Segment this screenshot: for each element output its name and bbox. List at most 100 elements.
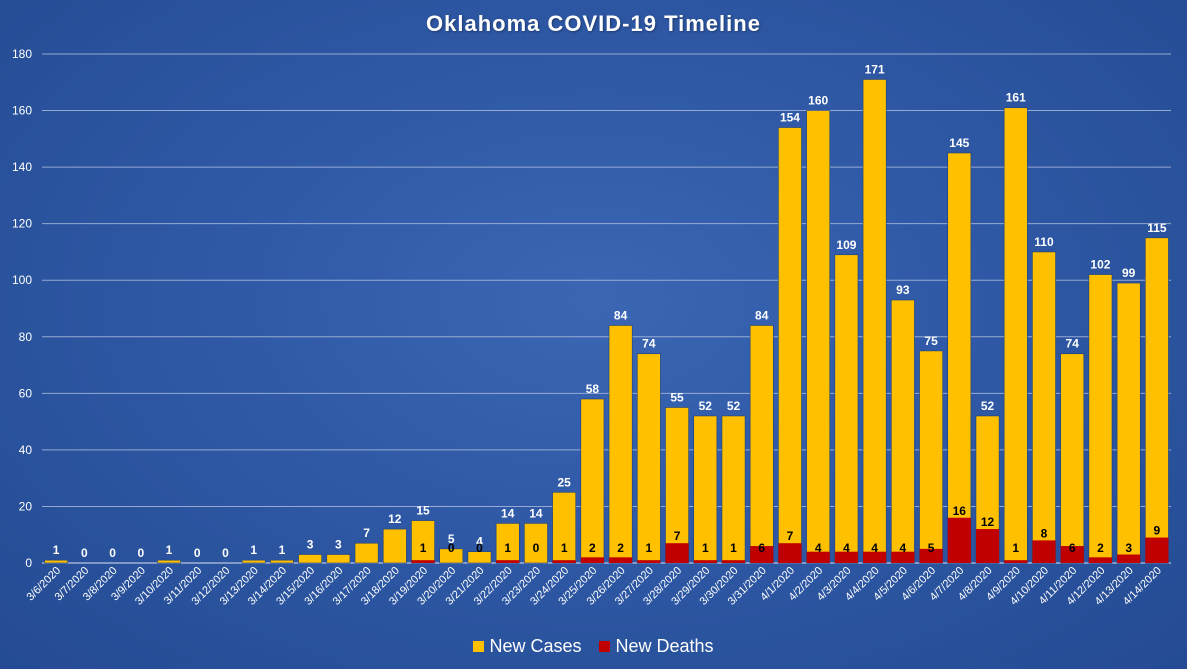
data-label-new-deaths: 1 <box>730 541 737 555</box>
data-label-new-cases: 0 <box>109 546 116 560</box>
bar-new-cases <box>890 299 915 564</box>
bar-new-cases <box>354 542 379 564</box>
data-label-new-deaths: 6 <box>1069 541 1076 555</box>
data-label-new-deaths: 4 <box>871 541 878 555</box>
data-label-new-cases: 3 <box>307 538 314 552</box>
bar-new-cases <box>1145 237 1169 564</box>
bar-new-deaths <box>947 517 971 563</box>
data-label-new-cases: 145 <box>949 136 969 150</box>
bar-new-deaths <box>609 557 633 563</box>
bar-new-cases <box>580 398 605 564</box>
data-label-new-cases: 84 <box>614 308 628 322</box>
bar-new-deaths <box>919 548 943 563</box>
bar-new-deaths <box>834 551 858 563</box>
bar-new-cases <box>947 152 972 564</box>
data-label-new-cases: 1 <box>166 543 173 557</box>
data-label-new-cases: 75 <box>924 334 938 348</box>
bar-new-deaths <box>496 560 520 563</box>
data-label-new-deaths: 9 <box>1154 524 1161 538</box>
data-label-new-deaths: 1 <box>561 541 568 555</box>
bar-new-cases <box>608 325 633 564</box>
data-label-new-cases: 55 <box>670 390 684 404</box>
data-label-new-cases: 4 <box>476 535 483 549</box>
data-label-new-cases: 74 <box>1066 337 1080 351</box>
data-label-new-deaths: 0 <box>448 541 455 555</box>
data-label-new-deaths: 2 <box>589 541 596 555</box>
data-label-new-cases: 0 <box>222 546 229 560</box>
bar-new-deaths <box>975 529 1000 563</box>
bar-new-cases <box>862 79 887 564</box>
bar-new-cases <box>636 353 661 564</box>
bar-new-cases <box>1088 274 1113 564</box>
bar-new-cases <box>524 523 548 564</box>
data-label-new-cases: 161 <box>1006 91 1026 105</box>
bar-new-cases <box>1032 251 1056 564</box>
bar-new-cases <box>270 559 294 564</box>
data-label-new-deaths: 4 <box>843 541 850 555</box>
bar-new-cases <box>326 554 351 564</box>
bar-new-deaths <box>750 546 774 563</box>
chart-title: Oklahoma COVID-19 Timeline <box>426 11 761 36</box>
bar-new-cases <box>1116 282 1141 564</box>
data-label-new-cases: 5 <box>448 532 455 546</box>
y-tick-label: 80 <box>19 330 33 344</box>
data-label-new-deaths: 1 <box>504 541 511 555</box>
data-label-new-cases: 109 <box>836 238 856 252</box>
bar-new-deaths <box>1004 560 1028 563</box>
bar-new-deaths <box>721 560 746 563</box>
data-label-new-cases: 74 <box>642 337 656 351</box>
bar-new-cases <box>467 551 492 564</box>
data-label-new-cases: 102 <box>1090 258 1110 272</box>
bar-new-deaths <box>891 551 915 563</box>
data-label-new-cases: 93 <box>896 283 910 297</box>
y-tick-label: 40 <box>19 443 33 457</box>
bar-new-deaths <box>580 557 604 563</box>
bar-new-cases <box>834 254 859 564</box>
data-label-new-deaths: 1 <box>1012 541 1019 555</box>
data-label-new-cases: 7 <box>363 526 370 540</box>
bar-new-deaths <box>411 560 435 563</box>
y-tick-label: 0 <box>25 556 32 570</box>
data-label-new-cases: 3 <box>335 538 342 552</box>
data-label-new-cases: 160 <box>808 94 828 108</box>
data-label-new-deaths: 3 <box>1125 541 1132 555</box>
data-label-new-cases: 25 <box>557 475 571 489</box>
bar-new-deaths <box>1032 540 1056 563</box>
legend-label-new-cases: New Cases <box>489 636 582 656</box>
y-tick-label: 60 <box>19 386 33 400</box>
bar-new-deaths <box>778 543 802 563</box>
bar-new-cases <box>778 127 802 564</box>
data-label-new-cases: 52 <box>981 399 995 413</box>
data-label-new-cases: 0 <box>194 546 201 560</box>
data-label-new-cases: 52 <box>699 399 713 413</box>
data-label-new-deaths: 1 <box>645 541 652 555</box>
data-label-new-deaths: 2 <box>617 541 624 555</box>
data-label-new-deaths: 2 <box>1097 541 1104 555</box>
data-label-new-cases: 1 <box>279 543 286 557</box>
data-label-new-cases: 110 <box>1034 235 1054 249</box>
data-label-new-cases: 14 <box>501 506 515 520</box>
data-label-new-deaths: 7 <box>787 529 794 543</box>
y-tick-label: 20 <box>19 499 33 513</box>
y-tick-label: 180 <box>12 47 32 61</box>
bar-new-cases <box>241 559 266 564</box>
bar-new-deaths <box>552 560 576 563</box>
data-label-new-deaths: 8 <box>1041 526 1048 540</box>
y-tick-label: 160 <box>12 104 32 118</box>
bar-new-deaths <box>1088 557 1113 563</box>
data-label-new-deaths: 5 <box>928 541 935 555</box>
data-label-new-deaths: 12 <box>981 515 995 529</box>
legend-swatch-new-cases <box>473 641 485 652</box>
data-label-new-cases: 1 <box>250 543 257 557</box>
bar-new-deaths <box>637 560 661 563</box>
data-label-new-deaths: 16 <box>953 504 967 518</box>
bar-new-cases <box>919 350 943 564</box>
bar-new-cases <box>1003 107 1028 564</box>
data-label-new-deaths: 1 <box>420 541 427 555</box>
bar-new-deaths <box>806 551 830 563</box>
legend-item-new-deaths: New Deaths <box>599 636 714 657</box>
data-label-new-cases: 171 <box>865 62 885 76</box>
data-label-new-deaths: 0 <box>533 541 540 555</box>
bar-new-deaths <box>1060 546 1084 563</box>
